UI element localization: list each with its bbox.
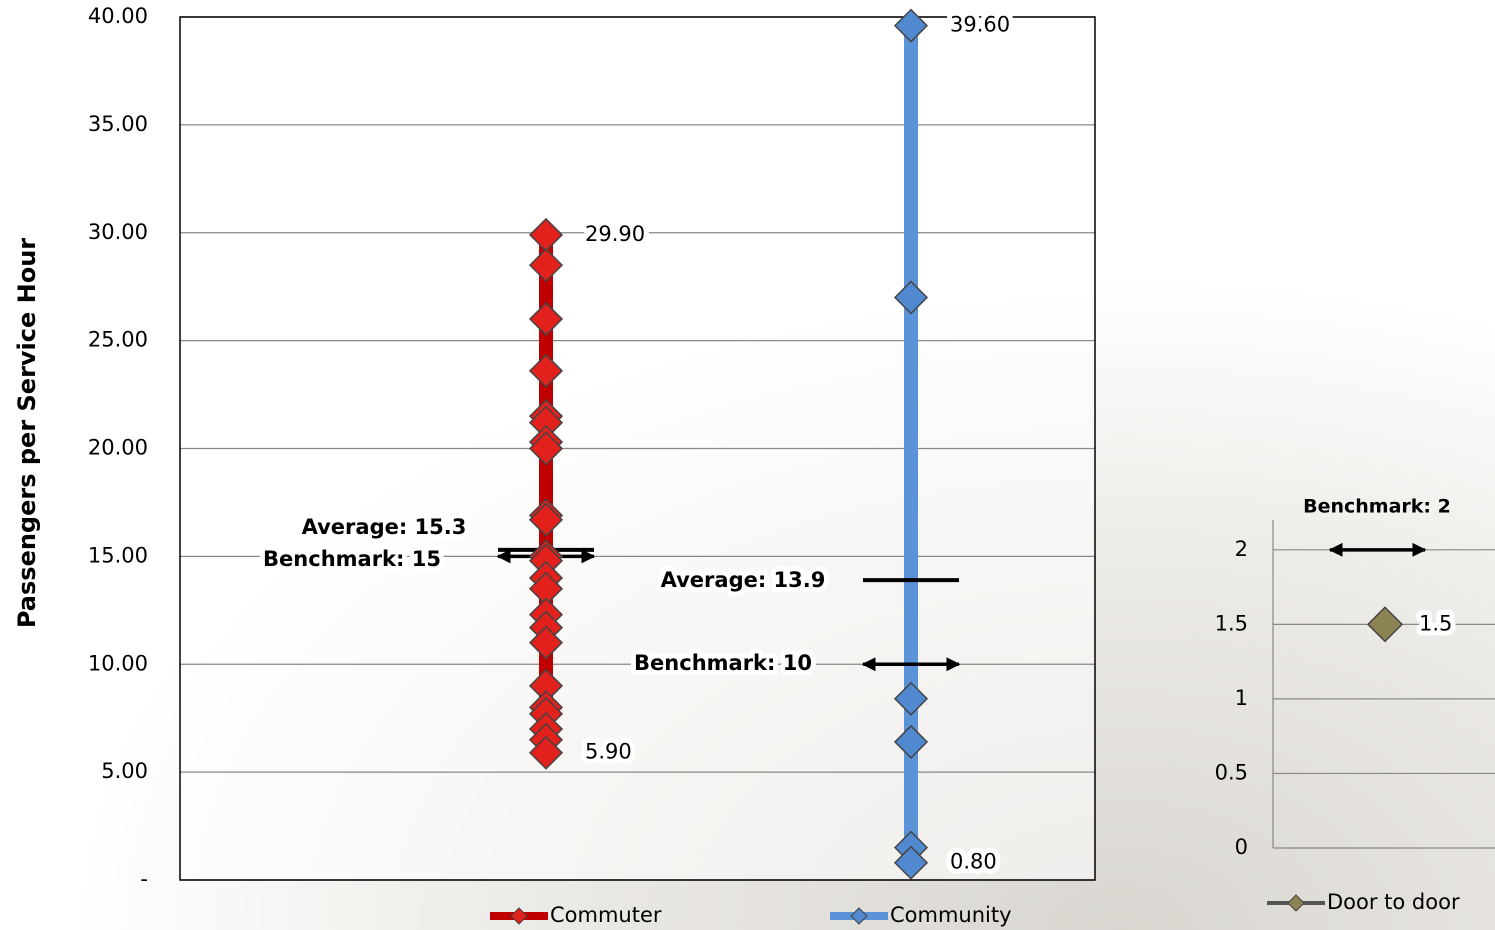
data-point: [1366, 606, 1404, 643]
data-point: [893, 681, 929, 716]
data-point: [528, 431, 564, 466]
y-tick-label: 2: [1235, 537, 1248, 561]
data-label: 0.80: [950, 850, 997, 874]
annotation: Benchmark: 2: [1303, 496, 1451, 518]
data-point: [528, 301, 564, 337]
annotation: Average: 15.3: [302, 515, 467, 539]
data-label: 29.90: [585, 222, 645, 246]
data-point: [528, 353, 564, 388]
y-tick-label: 25.00: [88, 328, 148, 352]
data-point: [893, 724, 929, 759]
y-axis-label: Passengers per Service Hour: [13, 238, 41, 628]
legend-marker: [850, 907, 868, 925]
y-tick-label: 1: [1235, 686, 1248, 710]
data-point: [893, 280, 929, 315]
y-tick-label: 40.00: [88, 4, 148, 28]
plot-border: [179, 16, 1096, 881]
y-tick-label: 15.00: [88, 543, 148, 567]
annotation: Average: 13.9: [661, 568, 826, 592]
y-tick-label: 20.00: [88, 436, 148, 460]
data-point: [528, 248, 564, 283]
y-tick-label: 35.00: [88, 112, 148, 136]
legend-label: Door to door: [1327, 890, 1460, 914]
y-tick-label: 10.00: [88, 651, 148, 675]
annotation: Benchmark: 10: [634, 651, 812, 675]
data-point: [528, 625, 564, 660]
legend-label: Community: [890, 903, 1012, 927]
annotation: Benchmark: 15: [263, 547, 441, 571]
y-tick-label: 1.5: [1215, 611, 1248, 635]
data-point: [528, 735, 564, 770]
y-tick-label: -: [140, 867, 148, 891]
legend-label: Commuter: [550, 903, 662, 927]
legend-marker: [1287, 894, 1305, 912]
data-label: 5.90: [585, 740, 632, 764]
y-tick-label: 30.00: [88, 220, 148, 244]
data-point: [893, 845, 929, 880]
y-tick-label: 0: [1235, 835, 1248, 859]
y-tick-label: 0.5: [1215, 760, 1248, 784]
data-label: 1.5: [1419, 611, 1452, 635]
y-tick-label: 5.00: [101, 759, 148, 783]
data-label: 39.60: [950, 13, 1010, 37]
legend-marker: [510, 907, 528, 925]
data-point: [528, 502, 564, 537]
data-point: [893, 8, 929, 43]
